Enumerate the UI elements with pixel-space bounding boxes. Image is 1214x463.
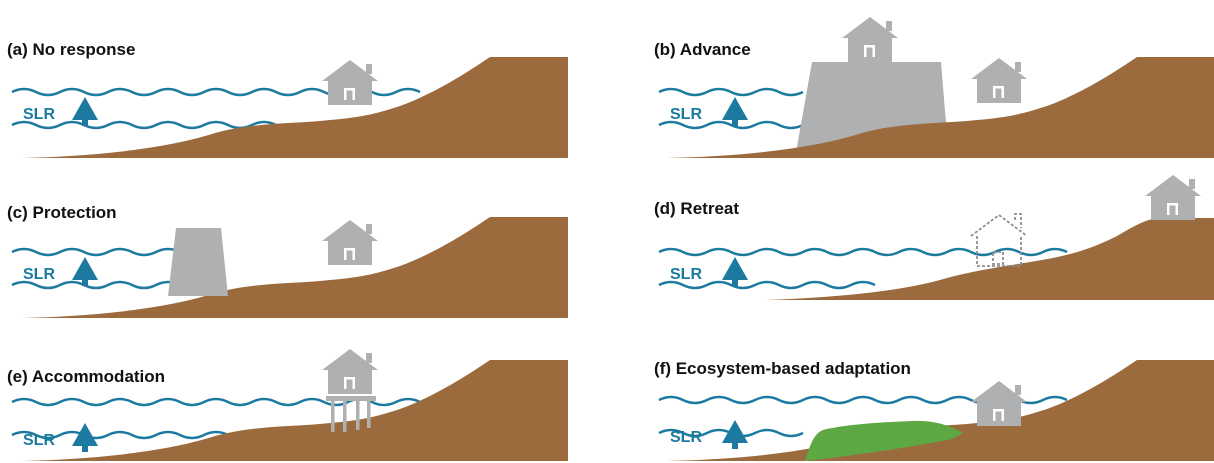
panel-title-c: (c) Protection	[7, 203, 117, 222]
seawall	[168, 228, 228, 296]
panel-title-a: (a) No response	[7, 40, 135, 59]
panel-accommodation: (e) Accommodation SLR	[7, 349, 568, 461]
panel-protection: (c) Protection SLR	[7, 203, 568, 318]
up-arrow-icon	[72, 257, 98, 286]
water-lines	[11, 247, 181, 290]
house-icon	[971, 58, 1027, 103]
former-house-outline	[970, 213, 1028, 267]
house-icon	[322, 349, 378, 394]
panel-retreat: (d) Retreat SLR	[654, 175, 1214, 300]
stilts	[326, 396, 376, 432]
land-profile	[767, 217, 1214, 300]
up-arrow-icon	[722, 97, 748, 126]
panel-title-b: (b) Advance	[654, 40, 751, 59]
coastal-vegetation	[805, 420, 963, 461]
water-lines	[658, 87, 804, 130]
panel-title-d: (d) Retreat	[654, 199, 739, 218]
up-arrow-icon	[722, 257, 748, 286]
panel-no-response: (a) No response SLR	[7, 40, 568, 158]
slr-label: SLR	[670, 429, 702, 446]
panel-title-f: (f) Ecosystem-based adaptation	[654, 359, 911, 378]
slr-label: SLR	[670, 106, 702, 123]
up-arrow-icon	[72, 97, 98, 126]
slr-label: SLR	[23, 432, 55, 449]
slr-label: SLR	[23, 106, 55, 123]
house-icon	[842, 17, 898, 62]
panel-advance: (b) Advance SLR	[654, 17, 1214, 158]
up-arrow-icon	[72, 423, 98, 452]
slr-label: SLR	[670, 266, 702, 283]
slr-label: SLR	[23, 266, 55, 283]
house-icon	[322, 60, 378, 105]
up-arrow-icon	[722, 420, 748, 449]
panel-title-e: (e) Accommodation	[7, 367, 165, 386]
house-icon	[322, 220, 378, 265]
house-icon	[971, 381, 1027, 426]
panel-ecosystem-based-adaptation: (f) Ecosystem-based adaptation SLR	[654, 359, 1214, 461]
water-lines	[658, 247, 1068, 290]
house-icon	[1145, 175, 1201, 220]
